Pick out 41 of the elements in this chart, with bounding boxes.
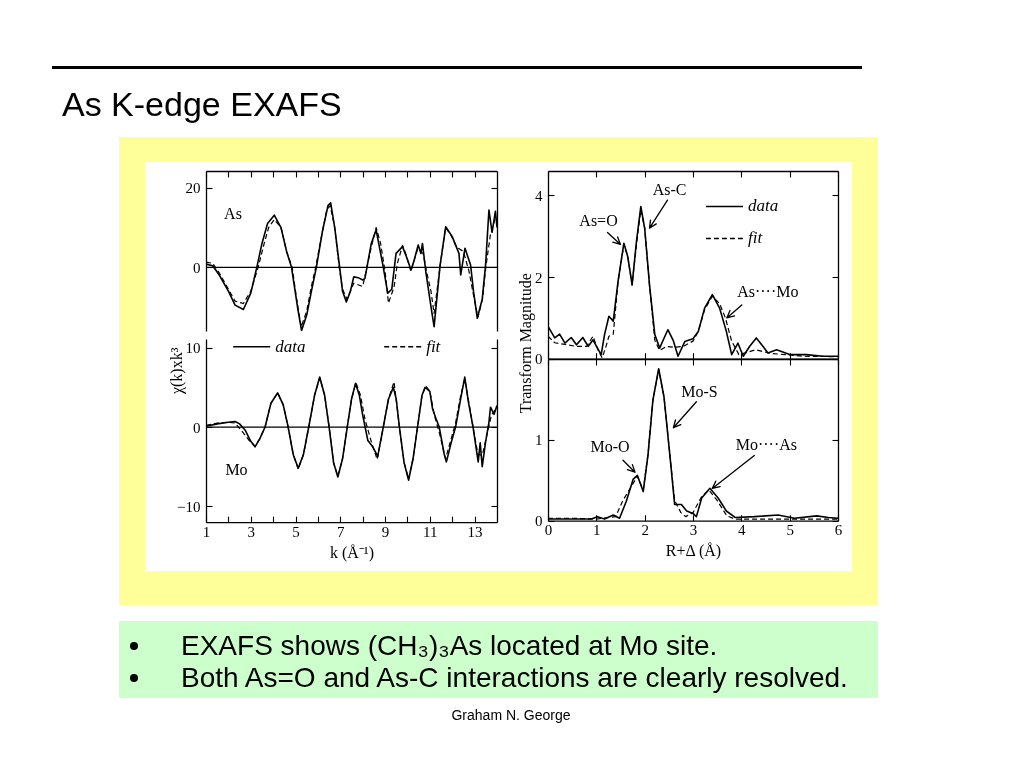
y-tick-label: −10 bbox=[176, 498, 201, 515]
legend-label: fit bbox=[748, 228, 764, 248]
x-axis-title: R+Δ (Å) bbox=[666, 542, 722, 561]
annotation: As bbox=[223, 205, 242, 223]
annotation: Mo-S bbox=[681, 382, 718, 400]
x-axis-title: k (Å⁻¹) bbox=[329, 543, 374, 562]
legend-label: data bbox=[748, 196, 779, 216]
text: EXAFS shows (CH₃)₃As located at Mo site. bbox=[180, 630, 719, 662]
annotation: As=O bbox=[579, 212, 618, 230]
x-tick-label: 7 bbox=[336, 523, 345, 540]
text: Graham N. George bbox=[451, 707, 571, 723]
y-tick-label: 4 bbox=[535, 188, 544, 205]
y-tick-label: 2 bbox=[535, 269, 543, 286]
x-tick-label: 1 bbox=[593, 522, 601, 539]
y-tick-label: 0 bbox=[192, 259, 201, 276]
annotation: As-C bbox=[652, 181, 687, 199]
legend-label: fit bbox=[425, 336, 442, 356]
annotation: Mo-O bbox=[590, 438, 630, 456]
x-tick-label: 5 bbox=[291, 523, 300, 540]
y-tick-label: 10 bbox=[185, 339, 201, 356]
y-axis-title: χ(k)xk³ bbox=[167, 347, 186, 395]
x-tick-label: 3 bbox=[247, 523, 255, 540]
y-axis-title: Transform Magnitude bbox=[516, 273, 535, 414]
x-tick-label: 2 bbox=[641, 522, 650, 539]
x-tick-label: 5 bbox=[786, 522, 795, 539]
x-tick-label: 9 bbox=[381, 523, 390, 540]
x-tick-label: 6 bbox=[835, 522, 844, 539]
annotation: Mo bbox=[225, 460, 248, 478]
legend-label: data bbox=[274, 336, 306, 356]
text: Both As=O and As-C interactions are clearly resolved. bbox=[180, 662, 849, 694]
y-tick-label: 20 bbox=[185, 180, 201, 197]
y-tick-label: 1 bbox=[535, 432, 543, 449]
x-tick-label: 11 bbox=[422, 523, 438, 540]
x-tick-label: 13 bbox=[467, 523, 483, 540]
chart-title: As K-edge EXAFS bbox=[62, 85, 342, 125]
y-tick-label: 0 bbox=[535, 351, 543, 368]
annotation: Mo····As bbox=[735, 436, 798, 454]
x-tick-label: 3 bbox=[690, 522, 698, 539]
annotation: As····Mo bbox=[737, 283, 799, 301]
x-tick-label: 4 bbox=[738, 522, 747, 539]
y-tick-label: 0 bbox=[192, 419, 201, 436]
